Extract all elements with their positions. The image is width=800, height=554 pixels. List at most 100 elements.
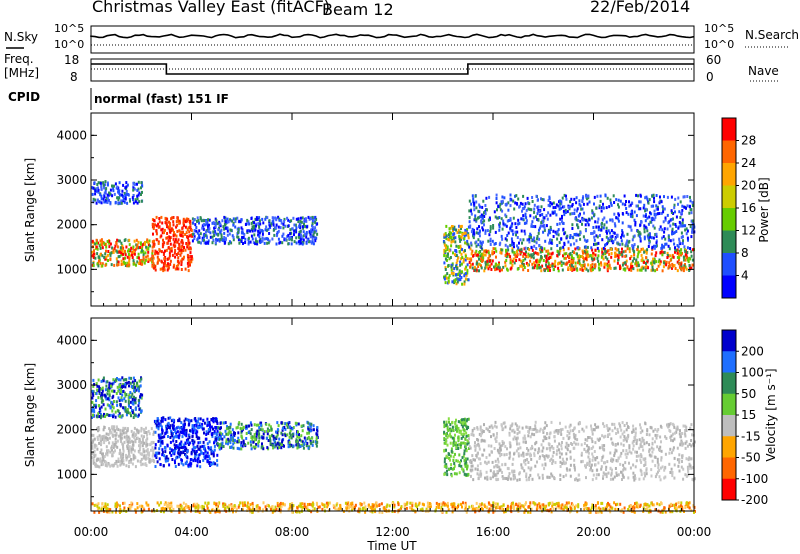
- rti-cell: [234, 225, 237, 229]
- rti-cell: [302, 226, 305, 230]
- rti-cell: [573, 212, 576, 215]
- rti-cell: [118, 452, 121, 456]
- rti-cell: [233, 438, 236, 442]
- rti-cell: [193, 457, 196, 461]
- rti-cell: [471, 249, 474, 253]
- rti-cell: [297, 445, 300, 449]
- rti-cell: [464, 228, 467, 232]
- rti-cell: [642, 266, 645, 270]
- rti-cell: [224, 421, 227, 425]
- rti-cell: [223, 421, 226, 425]
- rti-cell: [98, 410, 101, 414]
- rti-cell: [112, 378, 115, 382]
- rti-cell: [133, 250, 135, 254]
- rti-cell: [210, 432, 213, 436]
- rti-cell: [125, 189, 128, 193]
- rti-cell: [690, 423, 693, 427]
- rti-cell: [178, 419, 181, 423]
- rti-cell: [196, 457, 199, 461]
- rti-cell: [633, 218, 636, 222]
- rti-cell: [170, 448, 173, 452]
- rti-cell: [627, 240, 630, 244]
- rti-cell: [291, 427, 294, 431]
- rti-cell: [538, 476, 541, 480]
- rti-cell: [545, 249, 548, 253]
- rti-cell: [527, 207, 530, 211]
- rti-cell: [599, 194, 602, 198]
- rti-cell: [253, 435, 256, 439]
- rti-cell: [109, 253, 112, 257]
- rti-cell: [277, 215, 280, 219]
- rti-cell: [133, 398, 136, 402]
- rti-cell: [585, 229, 587, 233]
- rti-cell: [519, 446, 522, 450]
- rti-cell: [142, 258, 145, 262]
- rti-cell: [238, 447, 241, 451]
- rti-cell: [119, 432, 122, 436]
- rti-cell: [165, 236, 168, 240]
- rti-cell: [255, 239, 257, 243]
- rti-cell: [453, 464, 456, 468]
- rti-cell: [94, 405, 97, 409]
- rti-cell: [535, 247, 538, 250]
- rti-cell: [522, 238, 525, 242]
- rti-cell: [520, 248, 523, 252]
- rti-cell: [288, 236, 291, 240]
- rti-cell: [296, 443, 299, 447]
- rti-cell: [638, 200, 641, 204]
- rti-cell: [655, 213, 658, 216]
- rti-cell: [546, 265, 549, 269]
- rti-cell: [154, 223, 156, 227]
- rti-cell: [495, 255, 497, 259]
- rti-cell: [206, 222, 209, 226]
- rti-cell: [268, 423, 271, 427]
- rti-cell: [186, 219, 188, 223]
- rti-cell: [297, 430, 299, 434]
- rti-cell: [244, 223, 247, 226]
- rti-cell: [114, 433, 117, 437]
- rti-cell: [258, 239, 261, 243]
- rti-cell: [519, 252, 522, 256]
- rti-cell: [176, 426, 178, 430]
- rti-cell: [621, 231, 624, 235]
- rti-cell: [587, 451, 590, 455]
- rti-cell: [265, 215, 268, 219]
- rti-cell: [176, 219, 179, 223]
- rti-cell: [690, 211, 693, 215]
- freq-tick-top: 18: [64, 53, 80, 67]
- rti-cell: [517, 248, 520, 251]
- rti-cell: [247, 430, 250, 434]
- rti-cell: [687, 238, 689, 242]
- rti-cell: [466, 439, 469, 443]
- rti-cell: [140, 247, 143, 251]
- rti-cell: [124, 249, 126, 253]
- rti-cell: [293, 233, 295, 237]
- rti-cell: [160, 440, 163, 444]
- rti-cell: [211, 434, 214, 438]
- rti-cell: [690, 254, 693, 258]
- rti-cell: [565, 252, 568, 256]
- rti-cell: [631, 244, 634, 248]
- rti-cell: [180, 240, 183, 244]
- rti-cell: [547, 199, 550, 202]
- rti-cell: [213, 417, 216, 421]
- rti-cell: [134, 401, 137, 405]
- rti-cell: [478, 225, 480, 229]
- rti-cell: [618, 243, 621, 247]
- rti-cell: [127, 380, 130, 384]
- rti-cell: [280, 421, 283, 425]
- rti-cell: [456, 429, 458, 433]
- rti-cell: [102, 376, 105, 380]
- rti-cell: [197, 240, 200, 244]
- rti-cell: [631, 265, 634, 268]
- rti-cell: [173, 449, 176, 453]
- rti-cell: [134, 440, 137, 444]
- rti-cell: [445, 454, 448, 458]
- rti-cell: [170, 246, 173, 250]
- rti-cell: [176, 240, 179, 244]
- rti-cell: [170, 429, 173, 433]
- rti-cell: [199, 449, 202, 453]
- rti-cell: [214, 217, 217, 221]
- rti-cell: [640, 253, 643, 257]
- rti-cell: [630, 213, 632, 217]
